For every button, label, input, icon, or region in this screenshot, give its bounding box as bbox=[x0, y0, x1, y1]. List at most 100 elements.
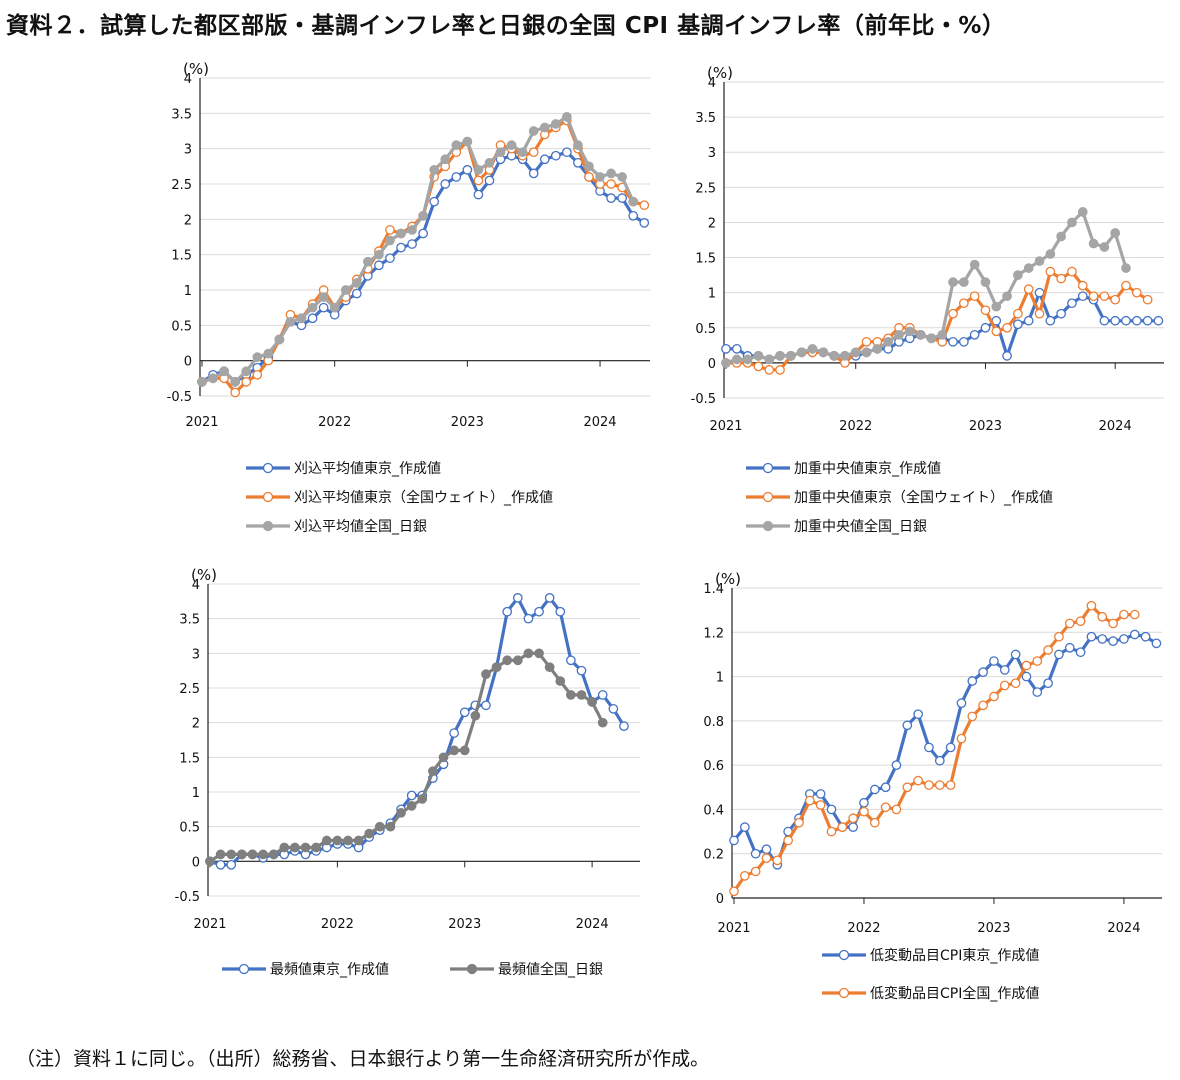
y-tick-label: 0.5 bbox=[171, 319, 192, 334]
data-point bbox=[617, 172, 627, 182]
data-point bbox=[241, 377, 252, 387]
legend-swatch-marker bbox=[838, 987, 850, 999]
data-point bbox=[534, 648, 544, 659]
data-point bbox=[197, 377, 207, 387]
data-point bbox=[252, 352, 263, 362]
y-tick-label: -0.5 bbox=[691, 392, 716, 407]
data-point bbox=[904, 326, 915, 337]
x-tick-label: 2022 bbox=[847, 921, 880, 936]
data-point bbox=[775, 351, 785, 361]
data-point bbox=[815, 800, 826, 810]
x-tick-label: 2024 bbox=[583, 415, 616, 430]
y-tick-label: 1 bbox=[716, 671, 724, 686]
y-tick-label: 3 bbox=[192, 647, 200, 662]
data-point bbox=[1032, 656, 1043, 666]
data-point bbox=[639, 200, 650, 211]
data-point bbox=[869, 817, 880, 828]
data-point bbox=[1034, 308, 1045, 319]
data-point bbox=[230, 377, 241, 387]
y-tick-label: -0.5 bbox=[175, 890, 200, 905]
data-point bbox=[775, 365, 785, 375]
data-point bbox=[1064, 618, 1075, 629]
data-point bbox=[230, 387, 241, 398]
data-point bbox=[470, 710, 481, 721]
data-point bbox=[584, 172, 594, 182]
y-tick-label: 0 bbox=[708, 357, 716, 372]
data-point bbox=[807, 343, 818, 354]
data-point bbox=[544, 593, 555, 603]
y-tick-label: 3.5 bbox=[179, 613, 200, 628]
data-point bbox=[1045, 266, 1056, 277]
y-tick-label: 0.6 bbox=[703, 759, 724, 774]
data-point bbox=[566, 690, 576, 700]
data-point bbox=[429, 196, 440, 207]
data-point bbox=[967, 676, 978, 686]
data-point bbox=[1034, 287, 1045, 298]
data-point bbox=[1088, 291, 1099, 302]
y-tick-label: 1.2 bbox=[703, 626, 724, 641]
x-tick-label: 2022 bbox=[318, 415, 351, 430]
data-point bbox=[396, 807, 406, 818]
data-point bbox=[1142, 294, 1153, 305]
unit-label: (%) bbox=[191, 566, 217, 584]
y-tick-label: 0 bbox=[192, 855, 200, 870]
data-point bbox=[948, 336, 958, 347]
data-point bbox=[753, 351, 764, 361]
data-point bbox=[1075, 616, 1086, 627]
data-point bbox=[1023, 263, 1034, 273]
data-point bbox=[528, 126, 539, 136]
data-point bbox=[1110, 294, 1121, 305]
legend-swatch-marker bbox=[262, 462, 274, 474]
data-point bbox=[407, 239, 417, 249]
data-point bbox=[969, 259, 980, 270]
data-point bbox=[1002, 351, 1012, 361]
y-tick-label: 1 bbox=[184, 284, 192, 299]
data-point bbox=[396, 228, 406, 239]
data-point bbox=[343, 835, 353, 846]
data-point bbox=[628, 196, 639, 207]
data-point bbox=[438, 752, 449, 763]
data-point bbox=[794, 817, 804, 828]
data-point bbox=[608, 703, 619, 714]
legend-swatch-marker bbox=[838, 949, 850, 961]
data-point bbox=[562, 112, 572, 122]
data-point bbox=[523, 648, 534, 659]
data-point bbox=[956, 733, 967, 744]
data-point bbox=[1110, 315, 1121, 326]
data-point bbox=[1142, 315, 1153, 326]
data-point bbox=[1010, 649, 1021, 660]
data-point bbox=[576, 665, 587, 676]
data-point bbox=[1099, 291, 1110, 302]
data-point bbox=[417, 794, 428, 804]
data-point bbox=[739, 871, 750, 881]
data-point bbox=[902, 782, 913, 793]
y-tick-label: 0.5 bbox=[179, 821, 200, 836]
y-tick-label: 2 bbox=[184, 213, 192, 228]
data-point bbox=[628, 210, 639, 221]
legend-swatch-marker bbox=[762, 520, 774, 532]
data-point bbox=[999, 665, 1010, 675]
data-point bbox=[783, 835, 794, 846]
y-tick-label: 0 bbox=[184, 355, 192, 370]
y-tick-label: 1.5 bbox=[179, 751, 200, 766]
legend-label: 低変動品目CPI東京_作成値 bbox=[870, 947, 1039, 964]
series-line bbox=[209, 596, 626, 867]
data-point bbox=[491, 662, 502, 673]
data-point bbox=[484, 157, 495, 168]
data-point bbox=[1064, 642, 1075, 653]
data-point bbox=[311, 842, 321, 853]
data-point bbox=[989, 656, 999, 666]
data-point bbox=[449, 745, 459, 756]
data-point bbox=[1151, 638, 1162, 649]
data-point bbox=[484, 175, 495, 186]
data-point bbox=[406, 801, 417, 811]
data-point bbox=[451, 172, 462, 182]
data-point bbox=[307, 313, 318, 324]
data-point bbox=[1129, 629, 1140, 640]
data-point bbox=[1002, 322, 1012, 333]
data-point bbox=[418, 210, 428, 221]
y-tick-label: 4 bbox=[184, 72, 192, 87]
data-point bbox=[818, 347, 829, 358]
data-point bbox=[750, 848, 761, 859]
data-point bbox=[1023, 284, 1034, 295]
